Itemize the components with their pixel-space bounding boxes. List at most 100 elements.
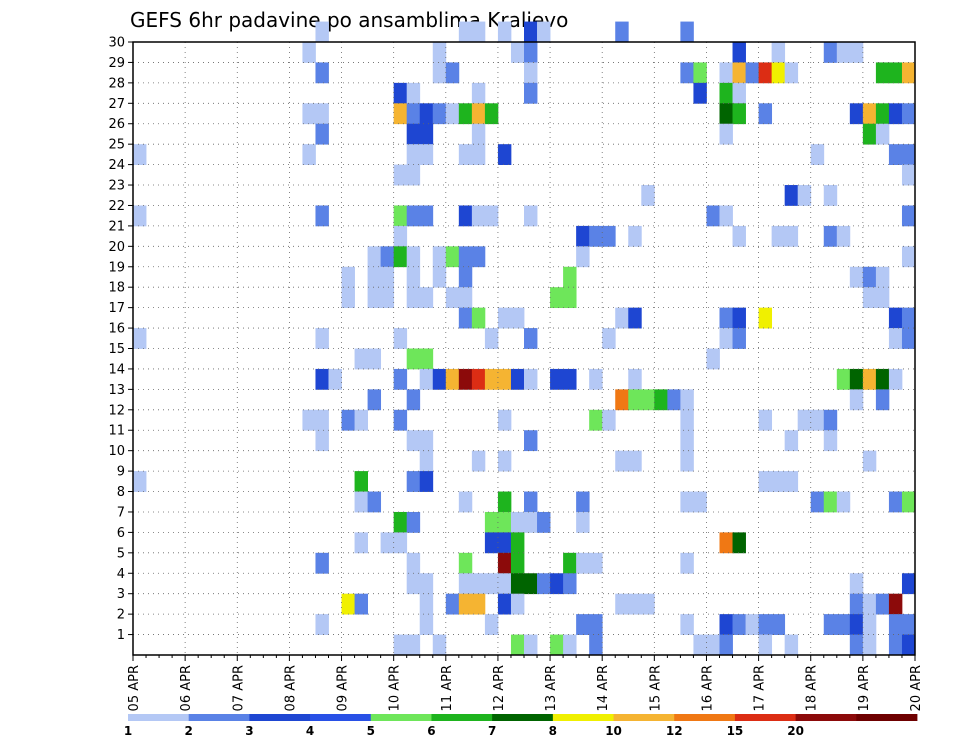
heatmap-cell bbox=[315, 123, 329, 145]
heatmap-cell bbox=[315, 205, 329, 227]
heatmap-cell bbox=[367, 287, 382, 309]
heatmap-cell bbox=[393, 205, 408, 227]
heatmap-cell bbox=[719, 82, 733, 104]
heatmap-cell bbox=[524, 205, 538, 227]
heatmap-cell bbox=[497, 511, 512, 533]
heatmap-cell bbox=[589, 634, 603, 656]
heatmap-cell bbox=[693, 491, 707, 513]
heatmap-cell bbox=[745, 62, 759, 84]
heatmap-cell bbox=[497, 593, 512, 615]
heatmap-cell bbox=[589, 409, 603, 431]
heatmap-cell bbox=[497, 491, 512, 513]
heatmap-cell bbox=[458, 307, 473, 329]
y-tick-label: 22 bbox=[108, 199, 125, 214]
heatmap-cell bbox=[628, 307, 642, 329]
heatmap-cell bbox=[901, 144, 916, 165]
heatmap-cell bbox=[497, 307, 512, 329]
heatmap-cell bbox=[719, 532, 733, 554]
heatmap-cell bbox=[862, 287, 877, 309]
heatmap-cell bbox=[419, 103, 434, 125]
heatmap-cell bbox=[888, 491, 903, 513]
x-tick-label: 15 APR bbox=[648, 665, 663, 711]
colorbar-segment bbox=[310, 714, 372, 721]
heatmap-cell bbox=[901, 62, 916, 84]
heatmap-cell bbox=[563, 573, 577, 595]
heatmap-cell bbox=[719, 205, 733, 227]
heatmap-cell bbox=[419, 287, 434, 309]
heatmap-cell bbox=[510, 532, 525, 554]
heatmap-cell bbox=[901, 307, 916, 329]
heatmap-cell bbox=[354, 409, 368, 431]
x-tick-label: 08 APR bbox=[283, 665, 298, 711]
colorbar-label: 7 bbox=[488, 724, 496, 738]
colorbar-label: 1 bbox=[124, 724, 132, 738]
heatmap-cell bbox=[771, 62, 786, 84]
heatmap-cell bbox=[497, 144, 512, 165]
heatmap-cell bbox=[537, 21, 551, 43]
x-tick-label: 20 APR bbox=[909, 665, 924, 711]
heatmap-cell bbox=[497, 409, 512, 431]
colorbar-segment bbox=[734, 714, 797, 721]
heatmap-cell bbox=[510, 511, 525, 533]
heatmap-cell bbox=[550, 287, 564, 309]
heatmap-cell bbox=[719, 103, 733, 125]
y-tick-label: 21 bbox=[108, 219, 125, 234]
heatmap-cell bbox=[901, 491, 916, 513]
heatmap-cell bbox=[771, 225, 786, 247]
heatmap-cell bbox=[419, 348, 434, 370]
heatmap-cell bbox=[576, 491, 590, 513]
heatmap-cell bbox=[784, 225, 799, 247]
colorbar: 1 2 3 4 5 6 7 8 10 12 15 20 bbox=[124, 714, 918, 738]
heatmap-cell bbox=[576, 246, 590, 268]
heatmap-cell bbox=[680, 450, 694, 472]
y-tick-label: 16 bbox=[108, 322, 125, 337]
heatmap-cell bbox=[419, 614, 434, 635]
heatmap-cell bbox=[758, 307, 773, 329]
heatmap-cell bbox=[537, 511, 551, 533]
colorbar-label: 12 bbox=[666, 724, 683, 738]
heatmap-cell bbox=[393, 511, 408, 533]
heatmap-cell bbox=[550, 573, 564, 595]
heatmap-cell bbox=[302, 42, 316, 63]
heatmap-cell bbox=[484, 573, 499, 595]
heatmap-cell bbox=[849, 573, 864, 595]
heatmap-cell bbox=[393, 82, 408, 104]
heatmap-cell bbox=[875, 287, 890, 309]
y-tick-label: 1 bbox=[117, 628, 125, 643]
y-tick-label: 19 bbox=[108, 260, 125, 275]
heatmap-cell bbox=[497, 552, 512, 574]
heatmap-cell bbox=[875, 123, 890, 145]
heatmap-cell bbox=[406, 287, 421, 309]
heatmap-cell bbox=[563, 552, 577, 574]
y-tick-label: 29 bbox=[108, 56, 125, 71]
heatmap-cell bbox=[823, 185, 838, 206]
y-tick-label: 17 bbox=[108, 301, 125, 316]
colorbar-segment bbox=[674, 714, 736, 721]
heatmap-cell bbox=[628, 389, 642, 411]
heatmap-cell bbox=[133, 471, 147, 492]
heatmap-cell bbox=[875, 593, 890, 615]
heatmap-cell bbox=[367, 491, 382, 513]
y-tick-label: 15 bbox=[108, 342, 125, 357]
heatmap-cell bbox=[888, 144, 903, 165]
heatmap-cell bbox=[888, 103, 903, 125]
heatmap-cell bbox=[458, 205, 473, 227]
heatmap-cell bbox=[458, 246, 473, 268]
heatmap-cell bbox=[510, 634, 525, 656]
heatmap-cell bbox=[628, 593, 642, 615]
heatmap-cell bbox=[901, 614, 916, 635]
heatmap-cell bbox=[641, 593, 655, 615]
colorbar-label: 20 bbox=[787, 724, 804, 738]
y-tick-label: 2 bbox=[117, 608, 125, 623]
heatmap-cell bbox=[849, 42, 864, 63]
heatmap-cell bbox=[862, 593, 877, 615]
heatmap-cell bbox=[758, 614, 773, 635]
colorbar-segment bbox=[552, 714, 614, 721]
colorbar-label: 3 bbox=[245, 724, 253, 738]
y-tick-label: 27 bbox=[108, 97, 125, 112]
heatmap-cell bbox=[406, 123, 421, 145]
heatmap-cell bbox=[471, 573, 486, 595]
heatmap-cell bbox=[458, 287, 473, 309]
heatmap-cell bbox=[471, 123, 486, 145]
